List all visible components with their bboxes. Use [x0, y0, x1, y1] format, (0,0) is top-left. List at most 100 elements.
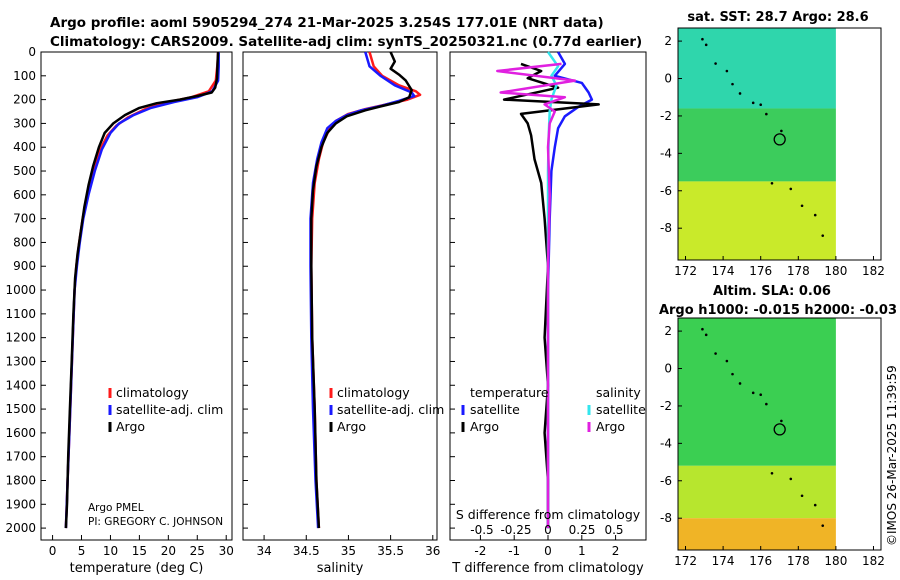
- y-tick-label: 1600: [5, 426, 36, 440]
- s-tick-label: -0.5: [470, 523, 493, 537]
- y-tick-label: 2: [664, 324, 672, 338]
- y-tick-label: -4: [660, 436, 672, 450]
- y-tick-label: -2: [660, 109, 672, 123]
- x-tick-label: 1: [578, 544, 586, 558]
- island-dot: [770, 181, 774, 185]
- x-tick-label: 36: [425, 544, 440, 558]
- map-band-north-cyan: [678, 28, 836, 109]
- y-tick-label: 1200: [5, 331, 36, 345]
- island-dot: [759, 103, 763, 107]
- salinity_panel-xlabel: salinity: [317, 561, 364, 576]
- pi-line2: PI: GREGORY C. JOHNSON: [88, 516, 223, 528]
- legend-title-salinity: salinity: [596, 385, 641, 400]
- sla-map-title: Altim. SLA: 0.06: [713, 284, 831, 299]
- y-tick-label: 2: [664, 34, 672, 48]
- y-tick-label: 1800: [5, 473, 36, 487]
- island-dot: [770, 471, 774, 475]
- x-tick-label: 176: [749, 554, 772, 568]
- pi-line1: Argo PMEL: [88, 502, 144, 514]
- legend-title-temperature: temperature: [470, 385, 549, 400]
- y-tick-label: 1400: [5, 378, 36, 392]
- x-tick-label: -2: [474, 544, 486, 558]
- y-tick-label: 0: [664, 72, 672, 86]
- legend-label: satellite-adj. clim: [116, 402, 223, 417]
- legend-label: satellite: [470, 402, 520, 417]
- island-dot: [714, 62, 717, 65]
- y-tick-label: -6: [660, 184, 672, 198]
- x-tick-label: 174: [712, 264, 735, 278]
- y-tick-label: 1100: [5, 307, 36, 321]
- map-band-southwest-orange: [678, 518, 836, 550]
- legend-label: Argo: [116, 419, 145, 434]
- difference-panel: -2 -1 0 1 2 T difference from climatology temp…: [449, 51, 647, 576]
- y-tick-label: -4: [660, 146, 672, 160]
- legend-label: satellite: [596, 402, 646, 417]
- island-dot: [789, 477, 793, 481]
- difference_panel-xlabel: T difference from climatology: [451, 561, 644, 576]
- s-diff-label: S difference from climatology: [456, 507, 641, 522]
- y-tick-label: 600: [13, 188, 36, 202]
- island-dot: [813, 503, 817, 507]
- island-dot: [725, 359, 729, 363]
- legend-label: climatology: [337, 385, 410, 400]
- x-tick-label: 35: [341, 544, 356, 558]
- island-dot: [759, 393, 763, 397]
- y-tick-label: 2000: [5, 521, 36, 535]
- island-dot: [765, 402, 768, 406]
- series-line-argo: [64, 51, 220, 529]
- island-dot: [789, 187, 793, 191]
- legend-label: Argo: [337, 419, 366, 434]
- map-band-north-green: [678, 318, 836, 466]
- sla-map: 172 174 176 178 180 182 2 0 -2 -4 -6 -8: [660, 317, 885, 568]
- x-tick-label: 30: [219, 544, 234, 558]
- y-tick-label: 1300: [5, 354, 36, 368]
- x-tick-label: 182: [862, 554, 885, 568]
- temperature_panel-frame: [40, 51, 233, 541]
- y-tick-label: 500: [13, 164, 36, 178]
- island-dot: [821, 524, 825, 527]
- salinity_panel-frame: [242, 51, 438, 541]
- sst-map: 172 174 176 178 180 182 2 0 -2 -4 -6 -8: [660, 27, 885, 278]
- y-tick-label: 200: [13, 93, 36, 107]
- sla_map-frame: [677, 317, 882, 551]
- x-tick-label: 180: [824, 554, 847, 568]
- x-tick-label: 176: [749, 264, 772, 278]
- island-dot: [738, 92, 742, 95]
- y-tick-label: 0: [664, 362, 672, 376]
- island-dot: [800, 494, 804, 498]
- island-dot: [813, 213, 817, 217]
- y-tick-label: 800: [13, 235, 36, 249]
- series-line-argo: [310, 51, 413, 529]
- x-tick-label: 34.5: [293, 544, 320, 558]
- series-line-s-argo: [496, 62, 577, 529]
- legend-label: Argo: [470, 419, 499, 434]
- legend-label: climatology: [116, 385, 189, 400]
- x-tick-label: 34: [256, 544, 271, 558]
- x-tick-label: 182: [862, 264, 885, 278]
- y-tick-label: 300: [13, 116, 36, 130]
- island-dot: [731, 82, 734, 86]
- sst-map-title: sat. SST: 28.7 Argo: 28.6: [687, 10, 868, 25]
- header-line1: Argo profile: aoml 5905294_274 21-Mar-20…: [50, 15, 604, 31]
- y-tick-label: -6: [660, 474, 672, 488]
- island-dot: [704, 43, 708, 47]
- x-tick-label: 2: [612, 544, 620, 558]
- y-tick-label: -8: [660, 221, 672, 235]
- x-tick-label: 174: [712, 554, 735, 568]
- island-dot: [731, 372, 734, 376]
- x-tick-label: -1: [508, 544, 520, 558]
- y-tick-label: -2: [660, 399, 672, 413]
- island-dot: [701, 327, 704, 331]
- island-dot: [780, 419, 783, 423]
- island-dot: [751, 101, 755, 105]
- map-band-south-yellow: [678, 465, 836, 519]
- argo-position-marker: [773, 423, 786, 436]
- x-tick-label: 172: [674, 264, 697, 278]
- s-tick-label: 0: [544, 523, 552, 537]
- s-tick-label: -0.25: [500, 523, 531, 537]
- x-tick-label: 178: [787, 264, 810, 278]
- island-dot: [704, 333, 708, 337]
- x-tick-label: 20: [161, 544, 176, 558]
- legend-label: Argo: [596, 419, 625, 434]
- temperature_panel-xlabel: temperature (deg C): [70, 561, 204, 576]
